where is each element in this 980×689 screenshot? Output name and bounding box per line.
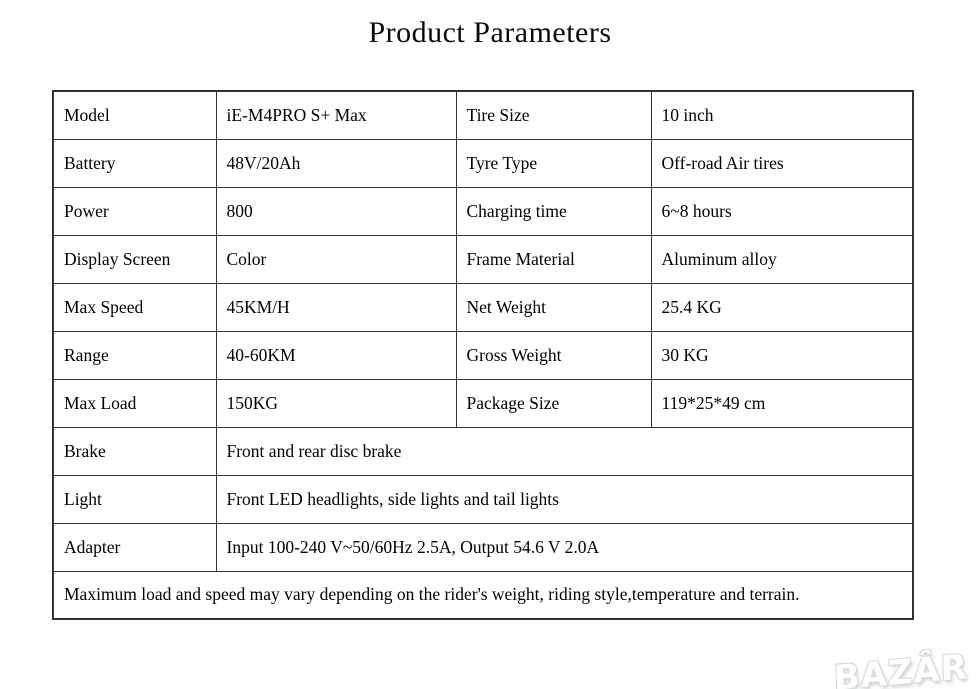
spec-value: Aluminum alloy bbox=[650, 234, 914, 284]
spec-label: Max Speed bbox=[52, 282, 217, 332]
spec-label: Display Screen bbox=[52, 234, 217, 284]
spec-label: Tire Size bbox=[455, 90, 652, 140]
spec-label: Gross Weight bbox=[455, 330, 652, 380]
table-row: Adapter Input 100-240 V~50/60Hz 2.5A, Ou… bbox=[52, 522, 914, 572]
spec-label: Max Load bbox=[52, 378, 217, 428]
spec-label: Range bbox=[52, 330, 217, 380]
spec-label: Power bbox=[52, 186, 217, 236]
spec-value: 45KM/H bbox=[215, 282, 457, 332]
spec-value: Off-road Air tires bbox=[650, 138, 914, 188]
spec-label: Frame Material bbox=[455, 234, 652, 284]
table-row: Range 40-60KM Gross Weight 30 KG bbox=[52, 330, 914, 380]
table-row: Light Front LED headlights, side lights … bbox=[52, 474, 914, 524]
table-row: Max Load 150KG Package Size 119*25*49 cm bbox=[52, 378, 914, 428]
table-row: Power 800 Charging time 6~8 hours bbox=[52, 186, 914, 236]
spec-value: Front and rear disc brake bbox=[215, 426, 914, 476]
spec-value: 800 bbox=[215, 186, 457, 236]
spec-value: Color bbox=[215, 234, 457, 284]
spec-value: 48V/20Ah bbox=[215, 138, 457, 188]
spec-value: 40-60KM bbox=[215, 330, 457, 380]
spec-label: Brake bbox=[52, 426, 217, 476]
table-row: Battery 48V/20Ah Tyre Type Off-road Air … bbox=[52, 138, 914, 188]
spec-value: 119*25*49 cm bbox=[650, 378, 914, 428]
table-row: Display Screen Color Frame Material Alum… bbox=[52, 234, 914, 284]
spec-label: Net Weight bbox=[455, 282, 652, 332]
spec-label: Light bbox=[52, 474, 217, 524]
spec-label: Charging time bbox=[455, 186, 652, 236]
table-row: Max Speed 45KM/H Net Weight 25.4 KG bbox=[52, 282, 914, 332]
spec-value: 150KG bbox=[215, 378, 457, 428]
spec-value: Front LED headlights, side lights and ta… bbox=[215, 474, 914, 524]
disclaimer-note: Maximum load and speed may vary dependin… bbox=[52, 570, 914, 620]
page-title: Product Parameters bbox=[368, 16, 612, 49]
table-row: Brake Front and rear disc brake bbox=[52, 426, 914, 476]
table-row: Maximum load and speed may vary dependin… bbox=[52, 570, 914, 620]
spec-value: 30 KG bbox=[650, 330, 914, 380]
bazar-watermark: BAZÂR bbox=[832, 646, 968, 689]
product-parameters-table: Model iE-M4PRO S+ Max Tire Size 10 inch … bbox=[52, 90, 914, 620]
spec-label: Adapter bbox=[52, 522, 217, 572]
table-row: Model iE-M4PRO S+ Max Tire Size 10 inch bbox=[52, 90, 914, 140]
spec-value: 6~8 hours bbox=[650, 186, 914, 236]
spec-label: Model bbox=[52, 90, 217, 140]
spec-value: iE-M4PRO S+ Max bbox=[215, 90, 457, 140]
spec-label: Battery bbox=[52, 138, 217, 188]
spec-label: Tyre Type bbox=[455, 138, 652, 188]
spec-value: Input 100-240 V~50/60Hz 2.5A, Output 54.… bbox=[215, 522, 914, 572]
spec-value: 10 inch bbox=[650, 90, 914, 140]
spec-label: Package Size bbox=[455, 378, 652, 428]
spec-value: 25.4 KG bbox=[650, 282, 914, 332]
